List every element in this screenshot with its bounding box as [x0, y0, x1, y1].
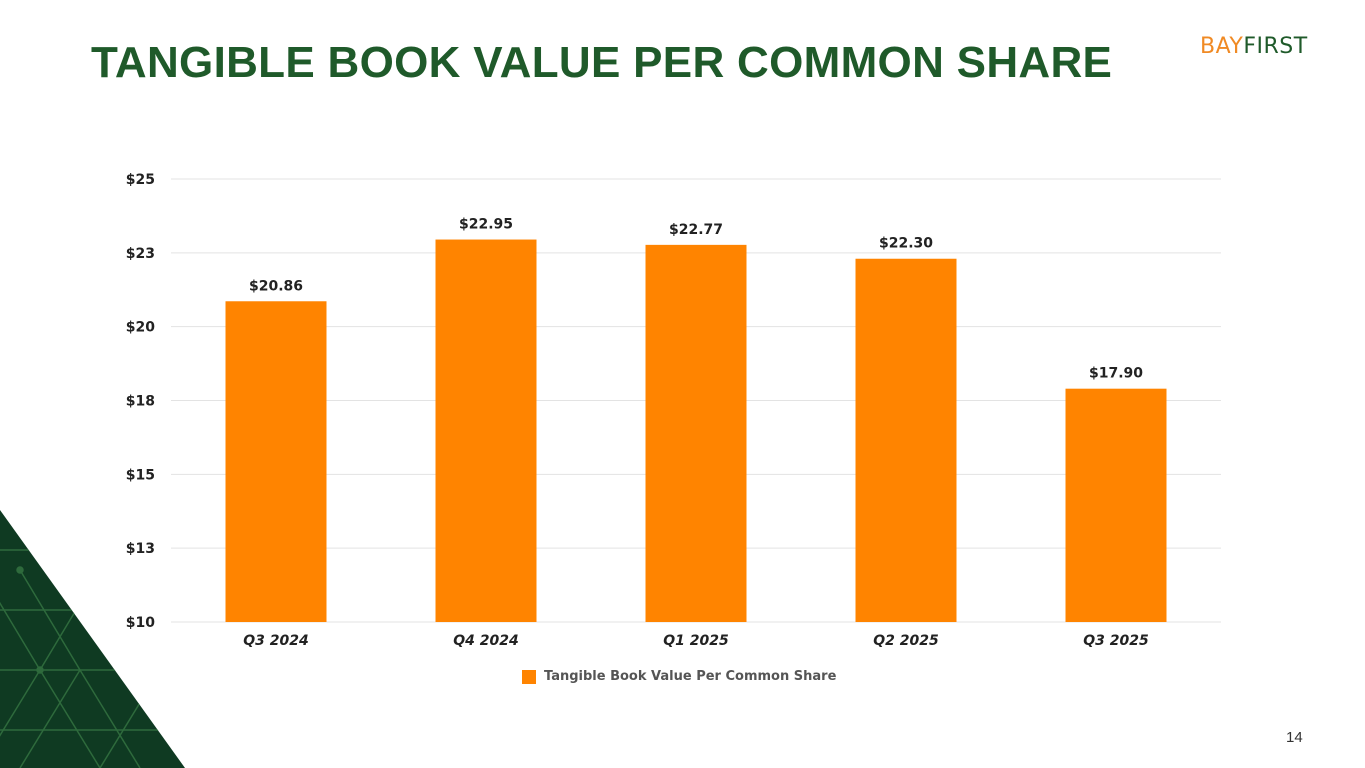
logo-bay-text: BAY: [1200, 34, 1244, 59]
page-number: 14: [1286, 729, 1303, 746]
chart-bars: $20.86 $22.95 $22.77 $22.30 $17.90: [225, 217, 1167, 623]
x-tick-label: Q4 2024: [453, 633, 518, 649]
bayfirst-logo: BAYFIRST: [1200, 34, 1308, 59]
x-tick-label: Q3 2025: [1083, 633, 1149, 649]
y-tick-label: $23: [126, 246, 155, 262]
bar: [225, 301, 327, 622]
bar-value-label: $22.95: [459, 217, 513, 233]
decorative-triangle-pattern: [0, 510, 185, 768]
bar: [855, 258, 957, 622]
y-tick-label: $20: [126, 320, 155, 336]
logo-first-text: FIRST: [1243, 34, 1308, 59]
bar-value-label: $17.90: [1089, 366, 1143, 382]
y-axis-tick-labels: $10 $13 $15 $18 $20 $23 $25: [126, 172, 155, 631]
legend-label: Tangible Book Value Per Common Share: [544, 669, 837, 684]
x-tick-label: Q3 2024: [243, 633, 308, 649]
y-tick-label: $25: [126, 172, 155, 188]
y-tick-label: $15: [126, 467, 155, 483]
bar: [435, 239, 537, 622]
x-tick-label: Q2 2025: [873, 633, 939, 649]
bar: [645, 244, 747, 623]
bar: [1065, 388, 1167, 622]
y-tick-label: $10: [126, 615, 155, 631]
chart-legend: Tangible Book Value Per Common Share: [522, 669, 836, 684]
y-tick-label: $18: [126, 394, 155, 410]
x-tick-label: Q1 2025: [663, 633, 729, 649]
bar-value-label: $20.86: [249, 278, 303, 294]
y-tick-label: $13: [126, 541, 155, 557]
page-title: TANGIBLE BOOK VALUE PER COMMON SHARE: [91, 38, 1113, 87]
bar-value-label: $22.77: [669, 222, 723, 238]
x-axis-tick-labels: Q3 2024 Q4 2024 Q1 2025 Q2 2025 Q3 2025: [243, 633, 1149, 649]
legend-swatch: [522, 669, 536, 684]
bar-value-label: $22.30: [879, 236, 933, 252]
